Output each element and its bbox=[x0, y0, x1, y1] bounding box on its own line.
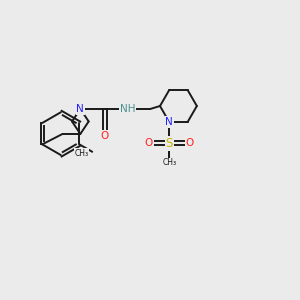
Text: O: O bbox=[186, 138, 194, 148]
Text: N: N bbox=[76, 104, 84, 114]
Text: S: S bbox=[166, 137, 173, 150]
Text: CH₃: CH₃ bbox=[162, 158, 176, 167]
Text: O: O bbox=[145, 138, 153, 148]
Text: N: N bbox=[165, 117, 173, 127]
Text: CH₃: CH₃ bbox=[74, 149, 88, 158]
Text: O: O bbox=[100, 131, 109, 141]
Text: NH: NH bbox=[120, 104, 136, 114]
